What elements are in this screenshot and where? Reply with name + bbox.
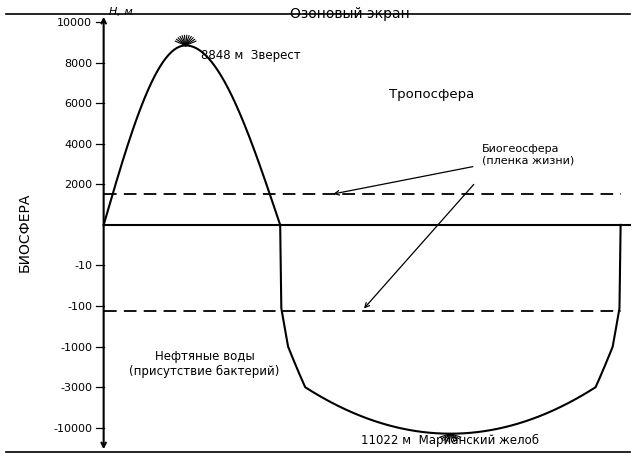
Text: 2000: 2000 — [64, 180, 92, 190]
Text: Н, м: Н, м — [109, 7, 132, 17]
Text: -10: -10 — [74, 261, 92, 271]
Text: 11022 м  Марианский желоб: 11022 м Марианский желоб — [361, 433, 539, 446]
Text: Озоновый экран: Озоновый экран — [289, 7, 410, 21]
Text: 6000: 6000 — [64, 99, 92, 109]
Text: 8848 м  Зверест: 8848 м Зверест — [202, 49, 301, 62]
Text: Биогеосфера
(пленка жизни): Биогеосфера (пленка жизни) — [482, 144, 574, 165]
Text: -1000: -1000 — [60, 342, 92, 352]
Text: Тропосфера: Тропосфера — [389, 88, 474, 100]
Text: БИОСФЕРА: БИОСФЕРА — [18, 192, 32, 271]
Text: -10000: -10000 — [53, 423, 92, 433]
Text: -100: -100 — [67, 301, 92, 312]
Text: Нефтяные воды
(присутствие бактерий): Нефтяные воды (присутствие бактерий) — [129, 349, 280, 377]
Text: 4000: 4000 — [64, 139, 92, 150]
Text: -3000: -3000 — [60, 382, 92, 392]
Text: 8000: 8000 — [64, 58, 92, 69]
Text: 10000: 10000 — [57, 18, 92, 28]
